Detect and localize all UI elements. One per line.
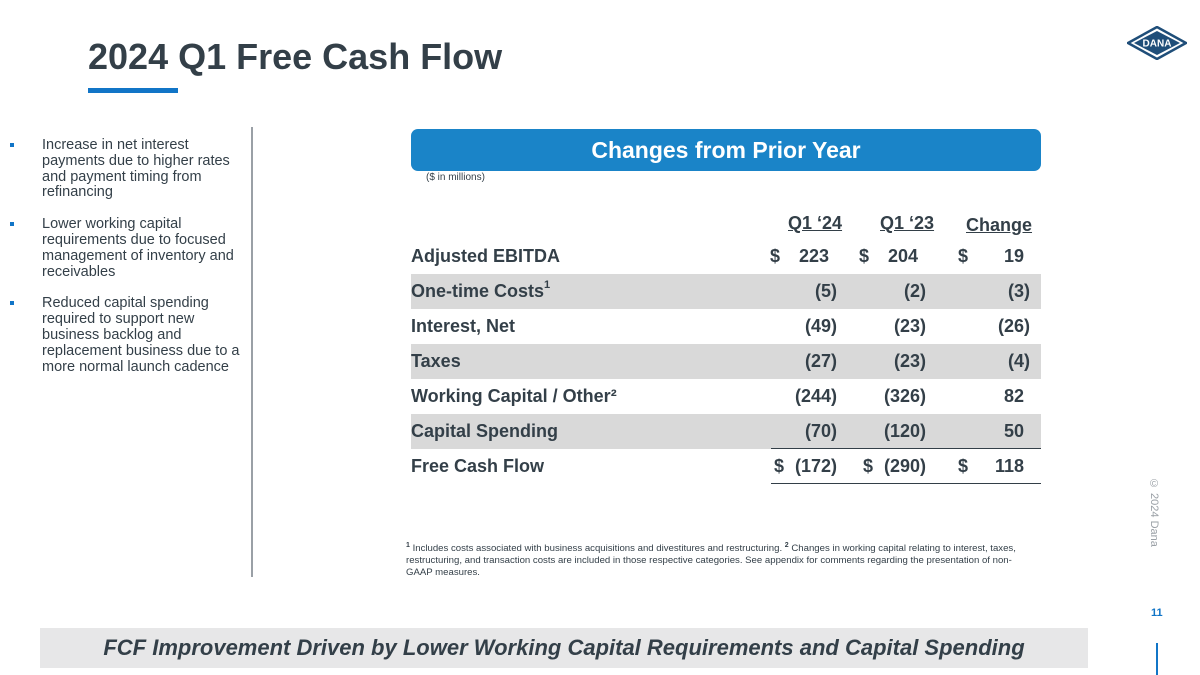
footnote-marker: 2 [784, 542, 789, 549]
row-label: Adjusted EBITDA [411, 246, 561, 266]
value-change: 19 [1003, 246, 1024, 266]
value-change: (26) [997, 316, 1030, 336]
table-row: Adjusted EBITDA $ 223 $ 204 $ 19 [411, 239, 1041, 274]
footnote-marker: 1 [544, 279, 551, 291]
footnote: 1 Includes costs associated with busines… [406, 542, 1016, 579]
value-q1-24: (70) [804, 421, 837, 441]
currency-symbol: $ [859, 246, 870, 266]
currency-symbol: $ [770, 246, 781, 266]
row-label: Interest, Net [411, 316, 516, 336]
logo-text: DANA [1143, 39, 1172, 50]
subtotal-rule [771, 448, 1041, 449]
bullet-item: Increase in net interest payments due to… [10, 137, 250, 201]
value-change: (3) [1008, 281, 1030, 301]
bullet-list: Increase in net interest payments due to… [10, 137, 250, 391]
value-q1-23: (23) [893, 351, 926, 371]
copyright-notice: © 2024 Dana [1148, 478, 1160, 547]
bullet-item: Lower working capital requirements due t… [10, 216, 250, 280]
value-q1-24: (172) [794, 456, 837, 476]
value-q1-23: 204 [887, 246, 918, 266]
value-q1-23: (23) [893, 316, 926, 336]
table-row: Free Cash Flow $ (172) $ (290) $ 118 [411, 449, 1041, 484]
value-change: 118 [994, 456, 1024, 476]
currency-symbol: $ [774, 456, 785, 476]
row-label: Free Cash Flow [411, 456, 545, 476]
table-banner: Changes from Prior Year [411, 129, 1041, 171]
row-label: One-time Costs1 [411, 279, 551, 302]
table-row: Interest, Net (49) (23) (26) [411, 309, 1041, 344]
page-number: 11 [1151, 607, 1163, 619]
total-rule [771, 483, 1041, 484]
page-accent-bar [1156, 643, 1158, 675]
value-change: (4) [1008, 351, 1030, 371]
value-q1-24: (244) [794, 386, 837, 406]
table-row: Working Capital / Other² (244) (326) 82 [411, 379, 1041, 414]
value-q1-24: (27) [804, 351, 837, 371]
column-header-q1-23: Q1 ‘23 [880, 213, 935, 233]
value-q1-24: 223 [798, 246, 829, 266]
value-q1-23: (120) [883, 421, 926, 441]
row-label: Working Capital / Other² [411, 386, 617, 406]
table-row: One-time Costs1 (5) (2) (3) [411, 274, 1041, 309]
column-header-change: Change [966, 215, 1033, 235]
bottom-banner: FCF Improvement Driven by Lower Working … [40, 628, 1088, 668]
slide-title: 2024 Q1 Free Cash Flow [88, 36, 503, 77]
value-q1-23: (2) [904, 281, 926, 301]
currency-symbol: $ [958, 246, 969, 266]
bullet-item: Reduced capital spending required to sup… [10, 295, 250, 375]
column-divider [251, 127, 253, 577]
row-label: Taxes [411, 351, 461, 371]
value-q1-24: (49) [804, 316, 837, 336]
table-row: Capital Spending (70) (120) 50 [411, 414, 1041, 449]
title-underline [88, 88, 178, 93]
value-q1-24: (5) [815, 281, 837, 301]
column-header-q1-24: Q1 ‘24 [788, 213, 843, 233]
unit-note: ($ in millions) [426, 172, 485, 183]
table-row: Taxes (27) (23) (4) [411, 344, 1041, 379]
currency-symbol: $ [863, 456, 874, 476]
currency-symbol: $ [958, 456, 969, 476]
value-q1-23: (290) [883, 456, 926, 476]
footnote-marker: 1 [406, 542, 410, 549]
dana-logo: DANA [1127, 26, 1187, 60]
value-change: 50 [1003, 421, 1024, 441]
row-label: Capital Spending [411, 421, 559, 441]
value-change: 82 [1003, 386, 1024, 406]
value-q1-23: (326) [883, 386, 926, 406]
